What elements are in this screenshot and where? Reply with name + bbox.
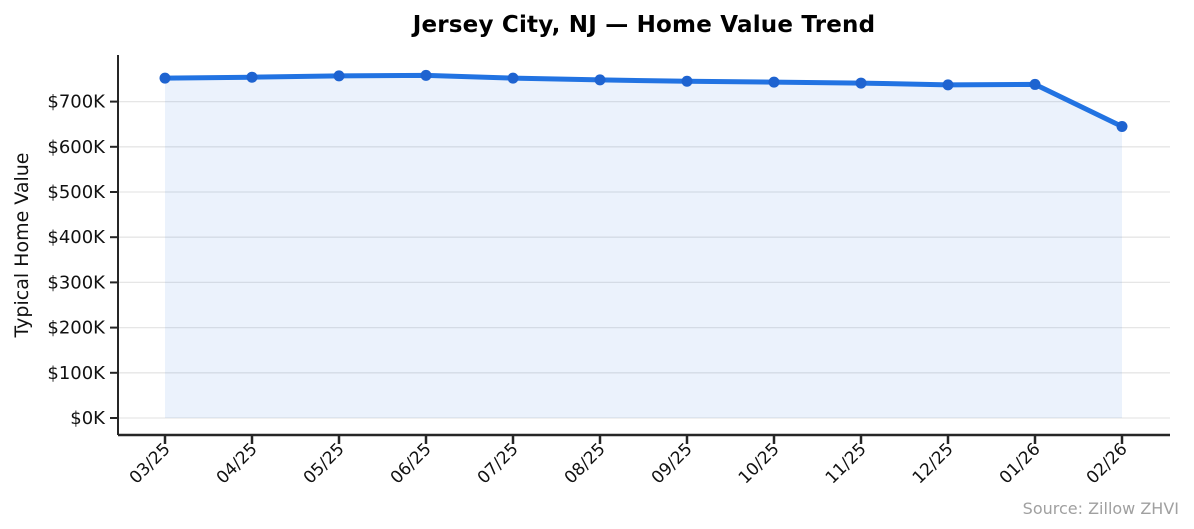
y-tick-label: $600K	[47, 137, 106, 158]
chart-title: Jersey City, NJ — Home Value Trend	[412, 12, 876, 38]
x-tick-label: 05/25	[300, 439, 349, 488]
x-tick-label: 03/25	[126, 439, 175, 488]
data-point-marker	[942, 79, 954, 91]
data-point-marker	[159, 72, 171, 84]
data-point-marker	[1116, 120, 1128, 132]
data-point-marker	[333, 70, 345, 82]
data-point-marker	[1029, 78, 1041, 90]
source-note: Source: Zillow ZHVI	[1022, 499, 1179, 518]
x-tick-label: 04/25	[213, 439, 262, 488]
data-point-marker	[246, 71, 258, 83]
trend-line	[162, 72, 1125, 129]
data-point-marker	[507, 72, 519, 84]
data-point-marker	[420, 69, 432, 81]
data-point-marker	[855, 77, 867, 89]
x-tick-label: 12/25	[909, 439, 958, 488]
x-tick-label: 09/25	[648, 439, 697, 488]
y-tick-label: $300K	[47, 272, 106, 293]
x-tick-label: 01/26	[996, 439, 1045, 488]
y-tick-label: $700K	[47, 92, 106, 113]
y-tick-label: $200K	[47, 318, 106, 339]
y-tick-label: $100K	[47, 363, 106, 384]
x-tick-label: 06/25	[387, 439, 436, 488]
data-point-marker	[594, 74, 606, 86]
x-tick-label: 07/25	[474, 439, 523, 488]
y-tick-label: $400K	[47, 227, 106, 248]
x-tick-label: 08/25	[561, 439, 610, 488]
x-tick-label: 11/25	[822, 439, 871, 488]
data-point-marker	[681, 75, 693, 87]
data-point-marker	[768, 76, 780, 88]
x-tick-label: 02/26	[1083, 439, 1132, 488]
y-tick-label: $500K	[47, 182, 106, 203]
y-tick-label: $0K	[70, 408, 106, 429]
area-fill	[165, 75, 1122, 418]
x-tick-label: 10/25	[735, 439, 784, 488]
